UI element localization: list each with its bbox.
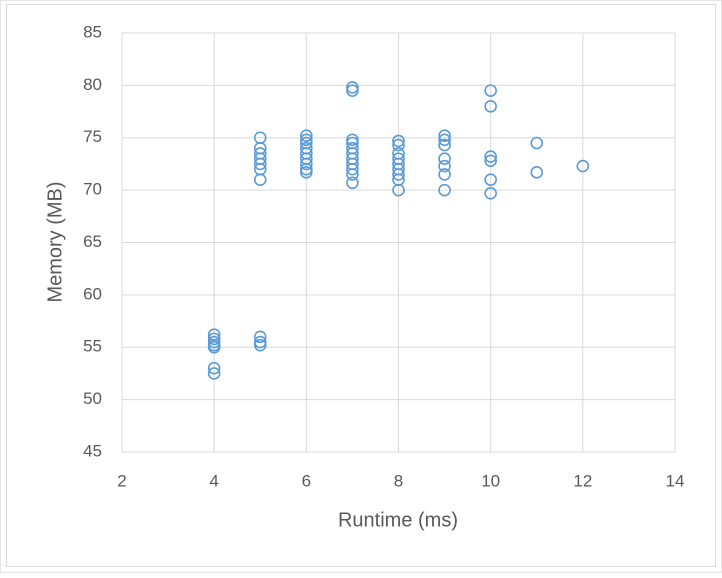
point (300, 133, 313, 147)
point (300, 166, 313, 179)
point (484, 100, 497, 113)
x-tick-label: 6 (302, 471, 311, 490)
point (530, 166, 544, 179)
point (346, 133, 359, 147)
point (346, 84, 359, 97)
point (300, 162, 313, 176)
point (438, 129, 451, 142)
point (392, 183, 405, 197)
point (438, 159, 451, 173)
x-tick-label: 8 (394, 471, 403, 490)
point (253, 330, 267, 344)
x-tick-label: 4 (209, 471, 218, 490)
x-tick-label: 10 (481, 471, 500, 490)
point (392, 138, 405, 152)
y-tick-label: 70 (83, 180, 102, 199)
point (530, 136, 544, 150)
point (207, 340, 221, 354)
point (484, 173, 497, 186)
y-tick-label: 55 (83, 337, 102, 356)
point (207, 335, 221, 349)
point (438, 138, 451, 152)
point (346, 81, 359, 94)
y-axis-title: Memory (MB) (44, 181, 66, 302)
x-tick-label: 12 (573, 471, 592, 490)
x-tick-label: 2 (117, 471, 126, 490)
point (484, 84, 497, 97)
point (346, 162, 359, 176)
x-tick-label: 14 (666, 471, 685, 490)
point (253, 338, 267, 352)
point (346, 176, 359, 190)
points (207, 81, 590, 380)
x-axis-title: Runtime (ms) (338, 509, 458, 531)
point (392, 134, 405, 148)
y-tick-label: 75 (83, 127, 102, 146)
point (253, 157, 267, 171)
point (207, 367, 221, 380)
point (438, 133, 451, 147)
point (253, 335, 267, 349)
point (438, 152, 451, 165)
point (207, 361, 221, 375)
y-tick-label: 65 (83, 232, 102, 251)
point (438, 183, 451, 197)
point (392, 168, 405, 181)
point (484, 186, 497, 200)
point (438, 168, 451, 181)
y-tick-label: 60 (83, 284, 102, 303)
y-tick-label: 80 (83, 75, 102, 94)
grid (121, 32, 676, 453)
y-tick-label: 85 (83, 22, 102, 41)
point (576, 159, 590, 173)
point (484, 154, 497, 168)
point (300, 157, 313, 171)
y-tick-label: 45 (83, 441, 102, 460)
point (253, 173, 267, 186)
point (346, 168, 359, 181)
point (207, 332, 221, 346)
point (484, 150, 497, 163)
y-tick-label: 50 (83, 389, 102, 408)
chart-area (6, 4, 716, 567)
point (300, 129, 313, 142)
